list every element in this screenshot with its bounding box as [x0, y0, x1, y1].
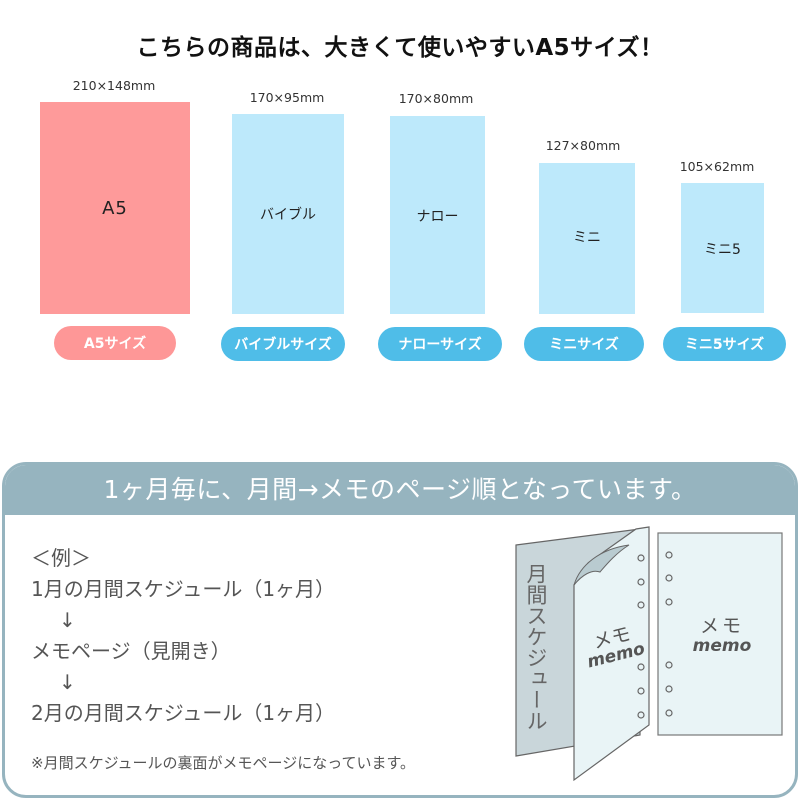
example-step-3: 2月の月間スケジュール（1ヶ月）: [31, 701, 336, 725]
size-pill-mini5: ミニ5サイズ: [663, 327, 786, 361]
memo-jp-text: メモ: [699, 615, 744, 637]
schedule-label: 月間スケジュール: [524, 563, 548, 731]
size-pill-narrow: ナローサイズ: [378, 327, 502, 361]
example-step-2: メモページ（見開き）: [31, 639, 231, 663]
size-rect-a5: A5: [40, 102, 190, 314]
size-pill-mini: ミニサイズ: [524, 327, 644, 361]
page-order-example: ＜例＞ 1月の月間スケジュール（1ヶ月） ↓ メモページ（見開き） ↓ 2月の月…: [31, 543, 335, 729]
size-rect-mini5: ミニ5: [681, 183, 764, 313]
size-rect-bible: バイブル: [232, 114, 344, 314]
down-arrow-icon: ↓: [59, 670, 76, 694]
right-memo-page: [657, 532, 783, 736]
memo-en-text: memo: [692, 636, 752, 656]
page-curl-icon: [573, 544, 630, 586]
footnote: ※月間スケジュールの裏面がメモページになっています。: [31, 754, 415, 772]
dimension-label-narrow: 170×80mm: [398, 91, 474, 106]
example-step-1: 1月の月間スケジュール（1ヶ月）: [31, 577, 336, 601]
size-pill-bible: バイブルサイズ: [221, 327, 345, 361]
down-arrow-icon: ↓: [59, 608, 76, 632]
size-name-a5: A5: [102, 197, 128, 219]
size-rect-mini: ミニ: [539, 163, 635, 314]
dimension-label-bible: 170×95mm: [249, 90, 325, 105]
example-heading: ＜例＞: [31, 546, 91, 570]
size-name-mini5: ミニ5: [704, 242, 741, 258]
right-memo-label: メモ memo: [688, 611, 756, 656]
size-name-bible: バイブル: [260, 207, 316, 223]
size-rect-narrow: ナロー: [390, 116, 485, 314]
dimension-label-mini: 127×80mm: [545, 138, 621, 153]
size-name-mini: ミニ: [573, 230, 601, 246]
page-title: こちらの商品は、大きくて使いやすいA5サイズ！: [136, 35, 664, 61]
dimension-label-a5: 210×148mm: [72, 78, 156, 93]
size-name-narrow: ナロー: [416, 209, 459, 225]
dimension-label-mini5: 105×62mm: [679, 159, 755, 174]
binder-pages-illustration: 月間スケジュール メモ memo メモ memo: [512, 525, 792, 795]
size-pill-a5: A5サイズ: [54, 326, 176, 360]
panel-header: 1ヶ月毎に、月間→メモのページ順となっています。: [5, 465, 795, 515]
page-order-panel: 1ヶ月毎に、月間→メモのページ順となっています。 ＜例＞ 1月の月間スケジュール…: [2, 462, 798, 798]
